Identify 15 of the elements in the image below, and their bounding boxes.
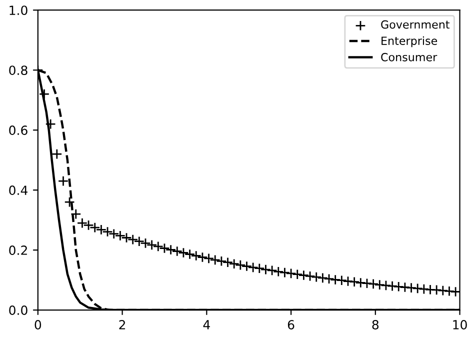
x-tick-label: 8	[372, 320, 379, 330]
x-tick-label: 6	[288, 320, 294, 330]
y-tick-label: 0.4	[9, 186, 28, 195]
legend-label: Consumer	[381, 52, 438, 62]
legend-label: Enterprise	[382, 36, 438, 48]
x-tick-label: 4	[203, 320, 210, 330]
y-tick-label: 1.0	[10, 6, 28, 16]
y-tick-label: 0.0	[9, 306, 28, 315]
legend-label: Government	[381, 20, 450, 29]
y-tick-label: 0.6	[9, 126, 28, 136]
x-tick-label: 2	[119, 320, 126, 330]
x-tick-label: 0	[34, 320, 42, 330]
y-tick-label: 0.2	[9, 246, 27, 255]
x-tick-label: 10	[453, 320, 467, 330]
y-tick-label: 0.8	[9, 66, 28, 76]
